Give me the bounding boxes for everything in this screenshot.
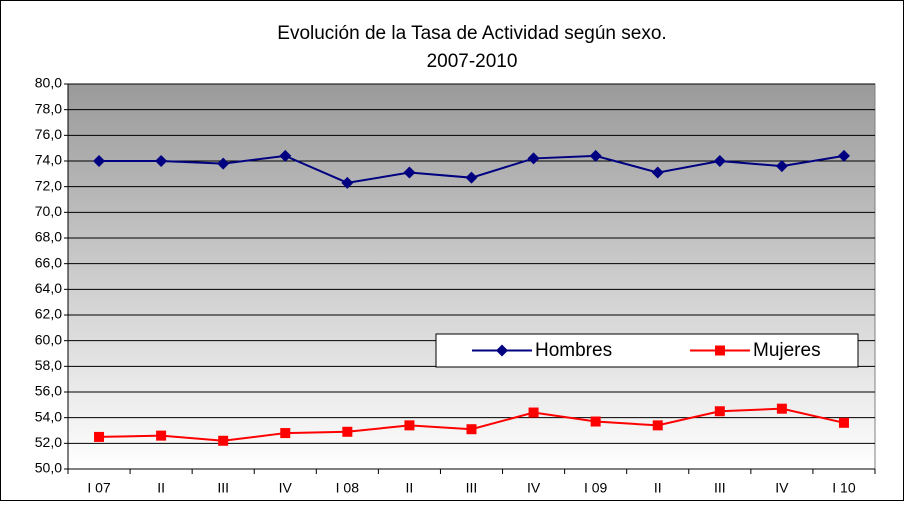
data-point [279, 149, 292, 162]
x-tick-label: III [714, 480, 726, 496]
y-tick-label: 60,0 [35, 331, 62, 347]
x-tick-label: II [654, 480, 662, 496]
data-point [652, 420, 663, 431]
y-tick-label: 78,0 [35, 100, 62, 116]
x-tick-label: IV [527, 480, 541, 496]
x-tick-label: III [466, 480, 478, 496]
data-point [341, 176, 354, 189]
y-tick-label: 66,0 [35, 254, 62, 270]
x-tick-label: II [406, 480, 414, 496]
data-point [528, 407, 539, 418]
y-tick-label: 62,0 [35, 306, 62, 322]
y-tick-label: 50,0 [35, 460, 62, 476]
x-tick-label: I 09 [584, 480, 608, 496]
data-point [465, 171, 478, 184]
data-point [218, 435, 229, 446]
legend-marker [715, 345, 725, 356]
data-point [776, 403, 787, 414]
y-tick-label: 56,0 [35, 383, 62, 399]
chart-subtitle: 2007-2010 [427, 51, 518, 72]
chart-title: Evolución de la Tasa de Actividad según … [277, 23, 666, 44]
data-point [403, 166, 416, 179]
y-tick-label: 64,0 [35, 280, 62, 296]
data-point [94, 431, 105, 442]
legend-label: Mujeres [753, 340, 821, 361]
legend: Hombres Mujeres [435, 333, 859, 368]
data-point [651, 166, 664, 179]
y-tick-label: 76,0 [35, 126, 62, 142]
x-tick-label: I 10 [832, 480, 856, 496]
y-tick-label: 70,0 [35, 203, 62, 219]
x-tick-label: IV [775, 480, 789, 496]
plot-area [67, 83, 876, 470]
legend-label: Hombres [535, 340, 612, 361]
y-tick-label: 72,0 [35, 177, 62, 193]
data-point [713, 155, 726, 167]
data-point [466, 424, 477, 435]
data-point [589, 149, 602, 162]
y-tick-label: 74,0 [35, 152, 62, 168]
y-tick-label: 58,0 [35, 357, 62, 373]
data-point [714, 406, 725, 417]
data-point [838, 417, 849, 428]
x-tick-label: III [217, 480, 229, 496]
x-tick-label: I 08 [336, 480, 360, 496]
data-point [342, 426, 353, 437]
x-tick-label: I 07 [87, 480, 111, 496]
data-point [527, 152, 540, 165]
data-point [93, 155, 106, 167]
data-point [280, 428, 291, 439]
y-tick-label: 68,0 [35, 229, 62, 245]
data-point [404, 420, 415, 431]
data-point [217, 157, 230, 170]
legend-marker [496, 344, 508, 357]
data-point [837, 149, 850, 162]
x-tick-label: IV [279, 480, 293, 496]
y-tick-label: 52,0 [35, 434, 62, 450]
data-point [156, 430, 167, 441]
data-point [775, 160, 788, 173]
data-point [590, 416, 601, 427]
y-tick-label: 54,0 [35, 408, 62, 424]
x-tick-label: II [157, 480, 165, 496]
data-point [155, 155, 168, 167]
y-tick-label: 80,0 [35, 75, 62, 91]
